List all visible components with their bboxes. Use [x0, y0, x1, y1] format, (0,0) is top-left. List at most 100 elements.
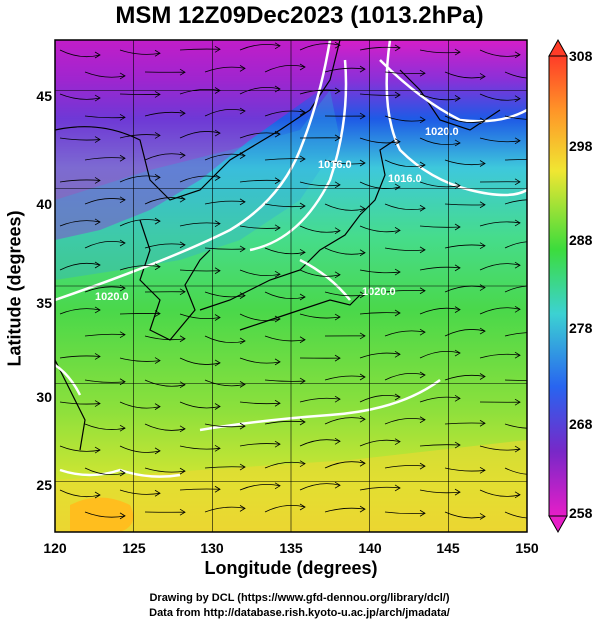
streamline-arrow	[214, 174, 221, 181]
streamline-arrow	[214, 314, 221, 321]
streamline	[59, 355, 101, 359]
streamline	[324, 159, 366, 165]
streamline-arrow	[454, 182, 461, 190]
streamline-arrow	[154, 263, 161, 271]
streamline-arrow	[514, 351, 521, 359]
streamline-arrow	[94, 446, 101, 454]
streamline	[504, 511, 527, 519]
streamline-arrow	[94, 177, 101, 184]
colorbar-tick: 308	[569, 48, 593, 64]
streamline	[264, 247, 306, 255]
streamline-arrow	[359, 205, 366, 213]
colorbar-tick: 278	[569, 320, 593, 336]
streamline	[239, 313, 281, 322]
streamline	[239, 443, 281, 447]
streamline	[204, 506, 246, 513]
streamline	[299, 181, 341, 187]
streamline	[299, 225, 341, 233]
streamline	[179, 357, 221, 365]
streamline	[204, 247, 246, 250]
streamline	[384, 372, 426, 381]
streamline	[239, 269, 281, 276]
streamline	[504, 71, 527, 79]
streamline-arrow	[394, 183, 401, 191]
streamline-arrow	[239, 245, 246, 253]
streamline-arrow	[274, 130, 281, 138]
streamline	[299, 439, 341, 447]
streamline-arrow	[540, 330, 545, 336]
x-tick-label: 150	[515, 540, 539, 556]
streamline	[179, 48, 221, 51]
streamline-arrow	[334, 181, 341, 189]
streamline-arrow	[454, 223, 461, 231]
streamline-arrow	[514, 491, 521, 499]
streamline	[299, 269, 341, 277]
streamline	[59, 93, 101, 100]
isobar-label: 1020.0	[362, 286, 396, 298]
streamline-arrow	[154, 489, 161, 497]
streamline	[59, 220, 101, 227]
streamline-arrow	[179, 151, 186, 159]
streamline	[384, 115, 426, 122]
streamline-arrow	[479, 242, 486, 250]
streamline	[239, 225, 281, 229]
streamline-arrow	[394, 227, 401, 234]
streamline-arrow	[214, 444, 221, 452]
streamline	[204, 66, 246, 73]
streamline-arrow	[454, 306, 461, 313]
streamline-arrow	[94, 400, 101, 407]
streamline-arrow	[334, 395, 341, 403]
streamline-arrow	[119, 331, 126, 339]
streamline	[59, 137, 101, 141]
streamline	[384, 71, 426, 75]
streamline-arrow	[359, 459, 366, 467]
streamline	[204, 379, 246, 387]
colorbar-bottom-arrow	[548, 515, 568, 534]
streamline-arrow	[334, 41, 341, 49]
streamline-arrow	[214, 267, 221, 275]
streamline	[204, 109, 246, 117]
streamline-arrow	[394, 91, 401, 99]
streamline-arrow	[274, 270, 281, 278]
streamline	[144, 111, 186, 117]
streamline-arrow	[154, 447, 161, 455]
streamline	[419, 351, 461, 359]
streamline-arrow	[154, 357, 161, 364]
streamline	[239, 179, 281, 183]
streamline-arrow	[479, 201, 486, 209]
streamline	[119, 175, 161, 183]
streamline-arrow	[94, 218, 101, 226]
streamline	[84, 115, 126, 119]
streamline-arrow	[419, 509, 426, 517]
streamline	[359, 46, 401, 51]
streamline-arrow	[94, 51, 101, 59]
streamline-arrow	[479, 466, 486, 474]
streamline-arrow	[359, 159, 366, 167]
streamline	[384, 289, 426, 293]
streamline-arrow	[334, 134, 341, 142]
streamline-arrow	[94, 94, 101, 102]
streamline-arrow	[154, 132, 161, 139]
coastline	[55, 40, 501, 451]
colorbar-top-arrow	[548, 38, 568, 57]
streamline-arrow	[540, 514, 545, 520]
x-tick-label: 125	[122, 540, 146, 556]
streamline-arrow	[419, 328, 426, 336]
streamline	[119, 93, 161, 95]
isobars	[55, 40, 527, 478]
streamline-arrow	[394, 393, 401, 401]
streamline-arrow	[239, 463, 246, 471]
streamline-arrow	[514, 261, 521, 269]
streamline-arrow	[179, 381, 186, 389]
streamline-arrow	[514, 137, 521, 145]
streamline	[59, 401, 101, 405]
streamline-arrow	[454, 95, 461, 102]
streamline	[239, 132, 281, 139]
streamline	[384, 159, 426, 168]
streamline-arrow	[454, 264, 461, 272]
streamline-arrow	[179, 241, 186, 249]
streamline	[504, 332, 527, 337]
streamline-arrow	[214, 45, 221, 53]
streamline	[179, 131, 221, 139]
streamline	[359, 269, 401, 274]
